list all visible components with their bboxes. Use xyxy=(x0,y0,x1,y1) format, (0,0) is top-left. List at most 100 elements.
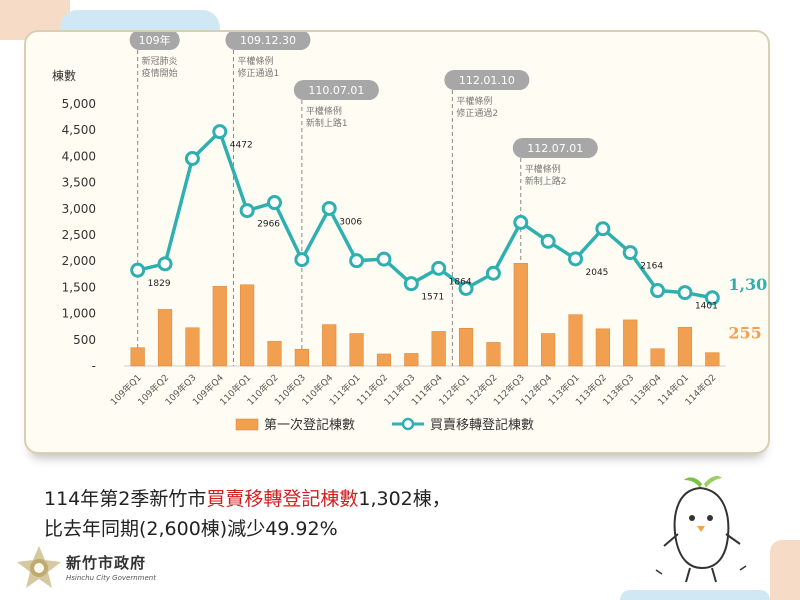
line-point xyxy=(568,251,583,267)
annotation-date: 109.12.30 xyxy=(240,34,296,47)
line-point xyxy=(677,285,693,301)
annotation-note: 新冠肺炎 xyxy=(142,55,178,67)
end-label-line: 1,302 xyxy=(728,275,768,294)
data-label: 2045 xyxy=(586,268,609,278)
y-tick-label: 4,000 xyxy=(62,149,96,163)
end-label-bar: 255 xyxy=(728,324,761,343)
bar xyxy=(623,319,638,367)
annotation-note: 新制上路2 xyxy=(525,175,567,187)
annotation-badge xyxy=(225,32,311,50)
annotation-date: 109年 xyxy=(139,33,171,47)
bar xyxy=(705,352,720,367)
bar xyxy=(130,347,145,367)
bar xyxy=(322,324,337,367)
data-label: 1829 xyxy=(148,279,171,289)
y-tick-label: 3,500 xyxy=(62,176,96,190)
data-label: 1571 xyxy=(421,293,444,303)
y-axis-label: 棟數 xyxy=(52,68,76,83)
bar xyxy=(486,342,501,367)
corner-decoration xyxy=(620,590,770,600)
line-point xyxy=(184,150,200,166)
annotation-note: 平權條例 xyxy=(456,95,492,107)
y-tick-label: 5,000 xyxy=(62,97,96,111)
legend-line-label: 買賣移轉登記棟數 xyxy=(430,417,534,433)
caption-text: 114年第2季新竹市 xyxy=(44,488,207,510)
line-point xyxy=(622,245,638,261)
y-tick-label: 3,000 xyxy=(62,202,96,216)
y-tick-label: 1,500 xyxy=(62,280,96,294)
line-point xyxy=(130,262,146,278)
bar xyxy=(376,353,392,367)
line-point xyxy=(403,276,419,292)
bar xyxy=(541,333,556,367)
line-point xyxy=(239,203,255,219)
data-label: 4472 xyxy=(230,141,253,151)
annotation-note: 平權條例 xyxy=(306,105,342,117)
annotation-note: 新制上路1 xyxy=(306,117,348,129)
annotation-note: 疫情開始 xyxy=(142,67,178,79)
legend-bar-swatch xyxy=(235,418,259,431)
bar xyxy=(595,328,610,367)
annotation-date: 112.01.10 xyxy=(459,74,515,87)
line-point xyxy=(513,214,529,230)
line-point xyxy=(349,253,365,269)
annotation-date: 110.07.01 xyxy=(308,84,364,97)
line-point xyxy=(294,252,310,268)
bar xyxy=(431,331,446,367)
annotation-badge xyxy=(293,80,379,100)
line-point xyxy=(704,290,720,306)
line-point xyxy=(321,200,337,216)
data-label: 1401 xyxy=(695,302,718,312)
y-tick-label: - xyxy=(92,359,96,373)
legend-bar-label: 第一次登記棟數 xyxy=(264,417,355,433)
caption-highlight: 買賣移轉登記棟數 xyxy=(206,488,359,510)
annotation-note: 修正通過2 xyxy=(456,107,498,119)
line-point xyxy=(458,280,474,296)
annotation-note: 平權條例 xyxy=(525,163,561,175)
bar xyxy=(677,326,693,367)
line-point xyxy=(212,124,228,140)
line-point xyxy=(267,195,282,211)
bar xyxy=(267,341,282,367)
bar xyxy=(650,348,665,367)
annotation-date: 112.07.01 xyxy=(527,142,583,155)
data-label: 3006 xyxy=(339,217,362,227)
y-tick-label: 1,000 xyxy=(62,307,96,321)
annotation-note: 平權條例 xyxy=(237,55,273,67)
data-label: 2164 xyxy=(640,262,663,272)
line-point xyxy=(595,221,611,237)
annotation-badge xyxy=(512,138,598,158)
mascot-icon xyxy=(655,476,747,583)
legend-line-marker xyxy=(401,417,415,431)
line-point xyxy=(376,251,392,267)
data-label: 1864 xyxy=(449,277,472,287)
annotation-badge xyxy=(129,32,180,50)
annotation-badge xyxy=(444,70,530,90)
bar xyxy=(513,263,528,367)
bar xyxy=(349,333,364,367)
bar xyxy=(458,328,474,367)
bar xyxy=(212,286,227,367)
org-name: 新竹市政府 xyxy=(66,554,147,572)
bar xyxy=(294,348,309,367)
y-tick-label: 2,000 xyxy=(62,254,96,268)
caption-text: 1,302棟， xyxy=(358,488,451,510)
line-point xyxy=(540,233,556,249)
corner-decoration xyxy=(770,540,800,600)
y-tick-label: 4,500 xyxy=(62,123,96,137)
summary-caption: 114年第2季新竹市買賣移轉登記棟數1,302棟， 比去年同期(2,600棟)減… xyxy=(44,484,451,544)
caption-line-1: 114年第2季新竹市買賣移轉登記棟數1,302棟， xyxy=(44,484,451,514)
line-point xyxy=(431,260,447,276)
y-tick-label: 2,500 xyxy=(62,228,96,242)
bar xyxy=(404,353,419,367)
y-tick-label: 500 xyxy=(73,333,96,347)
city-emblem-icon xyxy=(17,546,61,588)
org-name-english: Hsinchu City Government xyxy=(66,574,156,582)
bar xyxy=(240,284,255,367)
series-line xyxy=(137,128,713,300)
chart-card: 棟數 5,000 4,500 4,000 3,500 3,000 2,500 2,000 1,5… xyxy=(24,30,770,454)
line-point xyxy=(157,256,173,272)
chart: 棟數 5,000 4,500 4,000 3,500 3,000 2,500 2,000 1,5… xyxy=(52,32,768,433)
data-label: 2966 xyxy=(257,220,280,230)
line-point xyxy=(485,265,501,281)
